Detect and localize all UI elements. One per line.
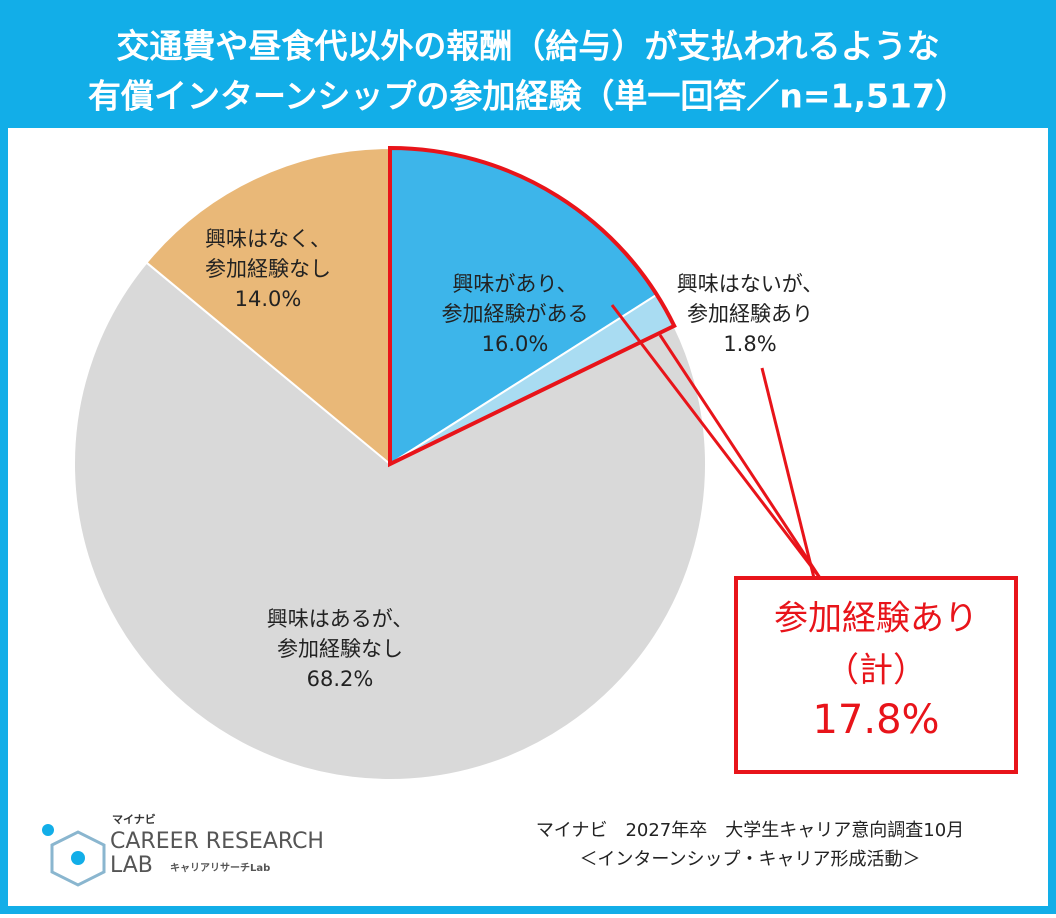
annotation-outline — [388, 145, 677, 468]
annotation-text: 参加経験あり — [774, 599, 978, 639]
value-label: 68.2% — [307, 667, 374, 691]
logo-dot — [42, 824, 54, 836]
pie-slice — [145, 146, 391, 467]
logo-brand: マイナビ — [112, 812, 156, 826]
connector — [658, 334, 822, 579]
logo-text: CAREER RESEARCH — [110, 829, 324, 854]
title-bar — [4, 4, 1052, 128]
source: マイナビ 2027年卒 大学生キャリア意向調査10月 — [536, 820, 964, 841]
source: ＜インターンシップ・キャリア形成活動＞ — [579, 849, 920, 870]
slice-label: 興味はあるが、 — [267, 607, 414, 631]
logo: マイナビ CAREER RESEARCH LAB キャリアリサーチLab — [42, 812, 324, 887]
slice-label: 参加経験なし — [205, 257, 331, 281]
chart-title: 有償インターンシップの参加経験（単一回答／n=1,517） — [88, 77, 968, 116]
value-label: 1.8% — [723, 332, 776, 356]
logo-dot — [71, 851, 85, 865]
logo-sub: キャリアリサーチLab — [170, 862, 270, 874]
slice-label: 参加経験あり — [687, 302, 813, 326]
slice-label: 参加経験なし — [277, 637, 403, 661]
annotation-text: （計） — [825, 651, 927, 691]
slice-label: 参加経験がある — [442, 302, 589, 326]
connector — [610, 304, 822, 579]
chart-title: 交通費や昼食代以外の報酬（給与）が支払われるような — [116, 27, 939, 66]
pie-slice — [73, 261, 707, 781]
slice-label: 興味があり、 — [452, 272, 577, 296]
logo-text: LAB — [110, 853, 153, 878]
slice-label: 興味はなく、 — [205, 227, 331, 251]
slice-label: 興味はないが、 — [677, 272, 824, 296]
logo-icon — [50, 830, 106, 887]
value-label: 16.0% — [482, 332, 549, 356]
annotation-box — [734, 576, 1018, 774]
value-label: 14.0% — [235, 287, 302, 311]
connector — [760, 367, 816, 579]
annotation-value: 17.8% — [812, 697, 939, 743]
